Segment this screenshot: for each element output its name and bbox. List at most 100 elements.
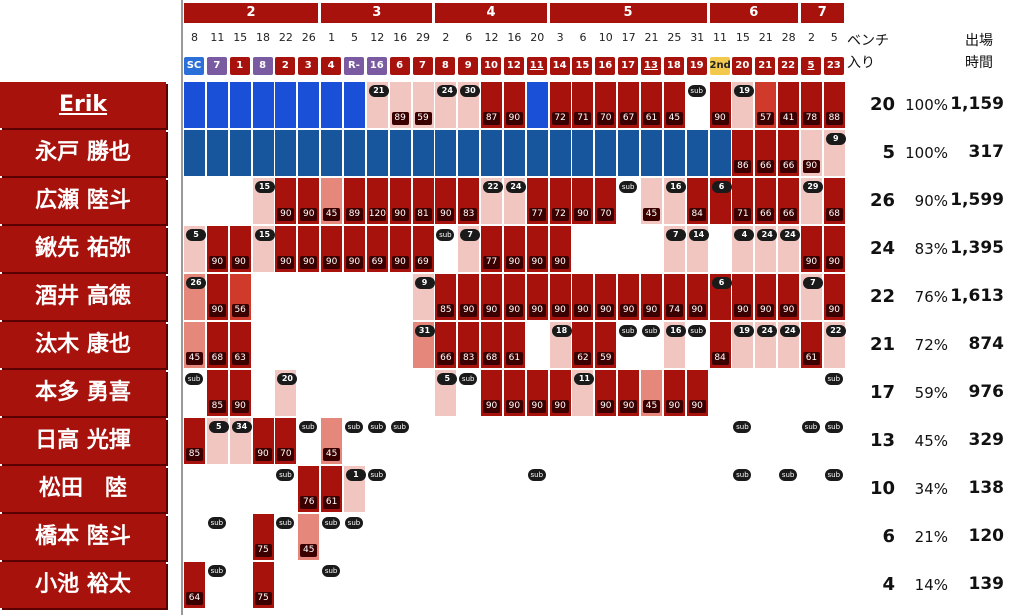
bench-count: 22 [869,286,895,307]
minutes-played: 70 [597,208,615,221]
match-cell: 9 [823,130,846,176]
entry-minute-badge: 7 [460,229,481,241]
match-cell [709,130,731,176]
player-name[interactable]: 小池 裕太 [0,562,166,608]
minutes-played: 69 [414,256,432,269]
minutes-played: 90 [574,304,592,317]
match-cell: 90 [481,274,503,320]
match-cell: sub [184,370,205,416]
match-cell: 66 [755,130,777,176]
day-label: 2 [442,31,450,44]
player-name[interactable]: 橋本 陸斗 [0,514,166,560]
bench-header-line2: 入り [847,55,875,71]
minutes-played: 66 [780,160,798,173]
minutes-played: 90 [551,400,569,413]
match-cell: 1 [343,466,366,512]
match-cell: 56 [229,274,251,320]
minutes-played: 78 [802,112,820,125]
match-cell: sub [732,418,753,464]
match-cell: 90 [800,130,822,176]
entry-minute-badge: 24 [505,181,526,193]
player-name[interactable]: 松田 陸 [0,466,166,512]
player-name[interactable]: 日高 光揮 [0,418,166,464]
day-label: 16 [507,31,522,44]
minutes-played: 90 [505,400,523,413]
player-name[interactable]: 鍬先 祐弥 [0,226,166,272]
bench-count: 6 [882,526,895,547]
match-cell [435,130,457,176]
sub-badge: sub [344,517,363,529]
sub-badge: sub [367,421,386,433]
day-label: 22 [278,31,293,44]
minutes-played: 85 [186,448,203,461]
match-cell: 70 [595,82,617,128]
minutes-played: 61 [323,496,341,509]
match-cell: 76 [298,466,320,512]
day-label: 12 [370,31,385,44]
sub-badge: sub [322,517,341,529]
match-cell: 24 [778,322,801,368]
minutes-played: 68 [208,352,226,365]
bench-percent: 83% [914,240,948,258]
minutes-played: 90 [208,304,226,317]
match-cell: 90 [503,274,525,320]
divider-line [181,0,183,615]
match-cell: 31 [412,322,435,368]
match-cell: 72 [549,82,571,128]
bench-count: 26 [869,190,895,211]
minutes-played: 90 [323,256,341,269]
match-cell: sub [687,82,708,128]
bench-count: 13 [869,430,895,451]
entry-minute-badge: 21 [368,85,389,97]
opponent-badge: 11 [526,57,547,75]
match-cell: 45 [321,178,343,224]
match-cell: sub [435,226,456,272]
match-cell: 90 [389,226,411,272]
player-name[interactable]: 永戸 勝也 [0,130,166,176]
day-label: 28 [781,31,796,44]
match-cell [321,130,343,176]
minutes-played: 90 [505,256,523,269]
match-cell: 68 [823,178,845,224]
match-cell: 90 [572,178,594,224]
player-name[interactable]: 汰木 康也 [0,322,166,368]
match-cell: 90 [503,370,525,416]
minutes-total: 1,613 [950,286,1004,306]
player-name[interactable]: 酒井 高徳 [0,274,166,320]
minutes-played: 90 [597,400,615,413]
minutes-played: 41 [780,112,798,125]
minutes-total: 976 [968,382,1005,402]
match-cell: 16 [663,322,686,368]
match-cell: 66 [778,130,800,176]
opponent-badge: 1 [229,57,250,75]
entry-minute-badge: 9 [825,133,846,145]
player-name[interactable]: 本多 勇喜 [0,370,166,416]
match-cell: 83 [458,178,480,224]
entry-minute-badge: 31 [414,325,435,337]
opponent-badge: 14 [549,57,570,75]
minutes-played: 90 [300,256,318,269]
match-cell: 90 [206,226,228,272]
minutes-played: 86 [734,160,752,173]
match-cell: 120 [366,178,388,224]
bench-percent: 100% [905,96,948,114]
opponent-badge: 22 [778,57,799,75]
match-cell: 90 [503,226,525,272]
match-cell: 61 [641,82,662,128]
opponent-badge: SC [184,57,204,75]
day-label: 11 [713,31,728,44]
match-cell [321,82,343,128]
day-label: 15 [735,31,750,44]
match-cell: sub [321,514,342,560]
match-cell: 41 [778,82,800,128]
match-cell: 19 [732,82,755,128]
match-cell: 30 [458,82,481,128]
minutes-played: 90 [551,304,569,317]
match-cell: 5 [184,226,206,272]
player-name[interactable]: Erik [0,82,166,128]
match-cell: 71 [732,178,754,224]
player-name[interactable]: 広瀬 陸斗 [0,178,166,224]
match-cell: 90 [663,370,685,416]
match-cell: 90 [229,226,251,272]
match-cell: 22 [481,178,504,224]
